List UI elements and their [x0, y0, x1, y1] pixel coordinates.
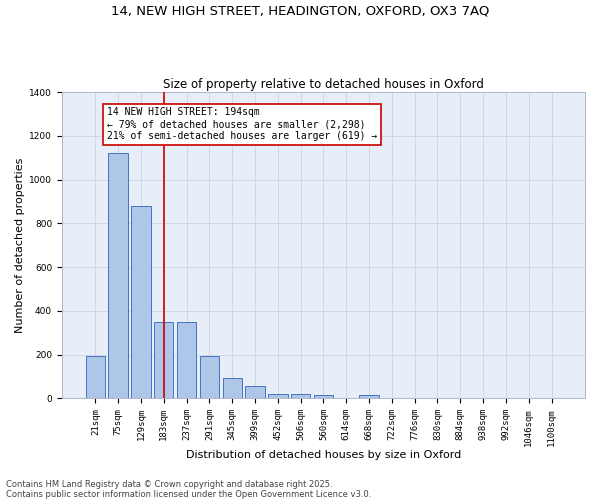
Bar — [223, 378, 242, 398]
Bar — [177, 322, 196, 398]
Bar — [268, 394, 287, 398]
Bar — [86, 356, 105, 399]
Text: Contains HM Land Registry data © Crown copyright and database right 2025.
Contai: Contains HM Land Registry data © Crown c… — [6, 480, 371, 499]
Bar — [245, 386, 265, 398]
Bar — [109, 154, 128, 398]
Bar — [200, 356, 219, 399]
Y-axis label: Number of detached properties: Number of detached properties — [15, 158, 25, 333]
Text: 14 NEW HIGH STREET: 194sqm
← 79% of detached houses are smaller (2,298)
21% of s: 14 NEW HIGH STREET: 194sqm ← 79% of deta… — [107, 108, 377, 140]
Bar — [291, 394, 310, 398]
Bar — [154, 322, 173, 398]
Bar — [359, 395, 379, 398]
X-axis label: Distribution of detached houses by size in Oxford: Distribution of detached houses by size … — [186, 450, 461, 460]
Text: 14, NEW HIGH STREET, HEADINGTON, OXFORD, OX3 7AQ: 14, NEW HIGH STREET, HEADINGTON, OXFORD,… — [111, 5, 489, 18]
Title: Size of property relative to detached houses in Oxford: Size of property relative to detached ho… — [163, 78, 484, 91]
Bar — [314, 394, 333, 398]
Bar — [131, 206, 151, 398]
